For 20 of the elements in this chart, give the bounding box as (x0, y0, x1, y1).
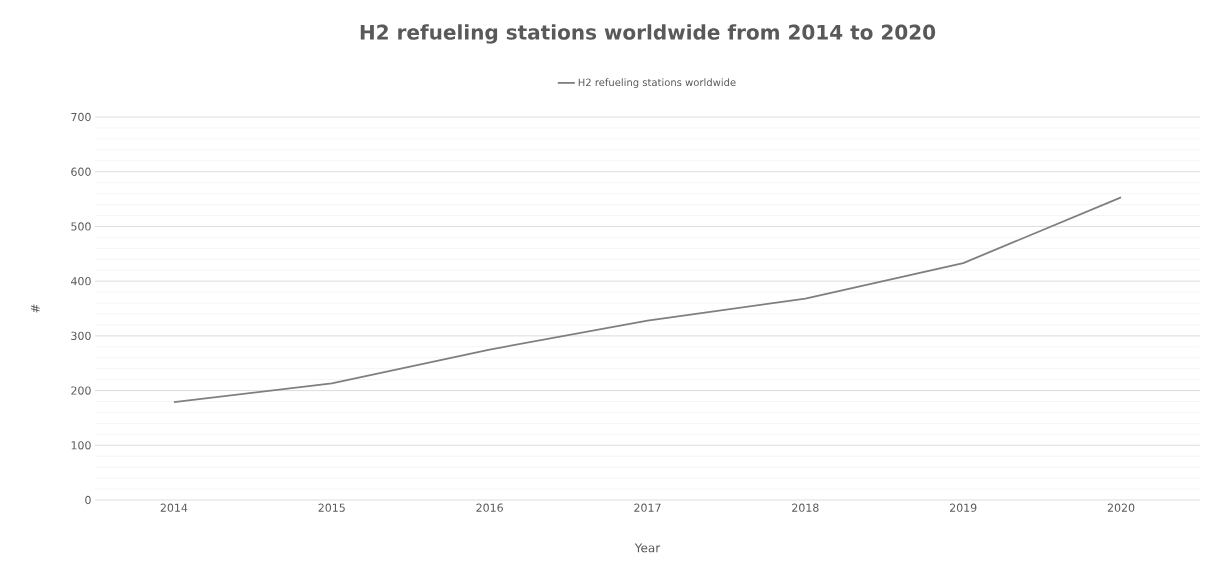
x-axis-title: Year (634, 543, 661, 553)
x-tick-label: 2015 (318, 503, 345, 512)
y-tick-label: 500 (71, 222, 91, 231)
x-tick-label: 2020 (1107, 503, 1135, 512)
y-tick-label: 300 (71, 331, 91, 341)
chart-title: H2 refueling stations worldwide from 2014 to 2020 (360, 24, 936, 44)
y-tick-label: 600 (71, 167, 91, 176)
y-axis-title: # (31, 304, 40, 313)
x-tick-label: 2019 (950, 503, 977, 512)
y-tick-label: 400 (71, 276, 91, 286)
y-tick-label: 100 (71, 441, 91, 450)
y-tick-label: 700 (71, 112, 91, 122)
x-tick-label: 2017 (634, 503, 661, 512)
legend-label: H2 refueling stations worldwide (578, 78, 736, 89)
x-tick-label: 2014 (160, 503, 188, 512)
y-tick-label: 0 (85, 495, 91, 505)
y-tick-label: 200 (71, 386, 91, 395)
x-tick-label: 2016 (476, 503, 503, 512)
line-series (173, 196, 1122, 403)
x-tick-label: 2018 (792, 503, 819, 512)
